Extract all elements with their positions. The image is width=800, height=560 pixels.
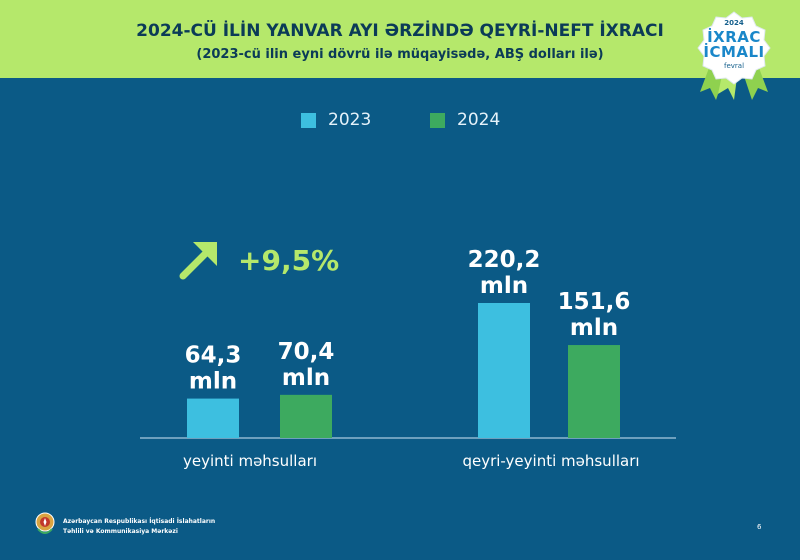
- footer-organization: Azərbaycan Respublikası İqtisadi İslahat…: [63, 517, 215, 537]
- bar-2023-qeyri-yeyinti: [478, 303, 530, 438]
- bar-2024-qeyri-yeyinti: [568, 345, 620, 438]
- badge-rosette-icon: [697, 11, 771, 100]
- footer-org-line1: Azərbaycan Respublikası İqtisadi İslahat…: [63, 518, 216, 525]
- data-unit-2023-1: mln: [480, 273, 528, 299]
- data-label-2023-0: 64,3: [185, 343, 242, 369]
- legend-item-2023: 2023: [301, 110, 371, 130]
- footer-org-line2: Təhlili və Kommunikasiya Mərkəzi: [63, 528, 178, 535]
- emblem-icon: [35, 512, 55, 534]
- data-label-2024-0: 70,4: [278, 339, 335, 365]
- data-unit-2023-0: mln: [189, 369, 237, 395]
- ixrac-icmali-badge: 2024 İXRAC İCMALI fevral: [686, 8, 782, 104]
- badge-month: fevral: [723, 62, 745, 70]
- bar-2024-yeyinti: [280, 394, 332, 438]
- growth-indicator: +9,5%: [175, 236, 375, 284]
- badge-line2: İCMALI: [703, 43, 765, 61]
- bar-2023-yeyinti: [187, 398, 239, 438]
- badge-line1: İXRAC: [707, 28, 761, 46]
- data-label-2023-1: 220,2: [468, 247, 541, 273]
- arrow-up-right-icon: [179, 242, 217, 280]
- legend-item-2024: 2024: [430, 110, 500, 130]
- category-label-0: yeyinti məhsulları: [183, 452, 317, 470]
- page-title: 2024-CÜ İLİN YANVAR AYI ƏRZİNDƏ QEYRİ-NE…: [136, 21, 664, 41]
- legend-label-2024: 2024: [457, 110, 501, 130]
- category-label-1: qeyri-yeyinti məhsulları: [462, 452, 639, 470]
- chart-legend: 2023 2024: [0, 110, 800, 130]
- legend-label-2023: 2023: [328, 110, 372, 130]
- page-number: 6: [757, 523, 762, 531]
- page-subtitle: (2023-cü ilin eyni dövrü ilə müqayisədə,…: [196, 47, 604, 62]
- header-banner: 2024-CÜ İLİN YANVAR AYI ƏRZİNDƏ QEYRİ-NE…: [0, 0, 800, 78]
- legend-swatch-2024: [430, 112, 445, 128]
- badge-year: 2024: [724, 19, 744, 27]
- legend-swatch-2023: [301, 112, 316, 128]
- data-unit-2024-0: mln: [282, 365, 330, 391]
- data-label-2024-1: 151,6: [558, 289, 631, 315]
- data-unit-2024-1: mln: [570, 315, 618, 341]
- growth-percent: +9,5%: [238, 244, 340, 277]
